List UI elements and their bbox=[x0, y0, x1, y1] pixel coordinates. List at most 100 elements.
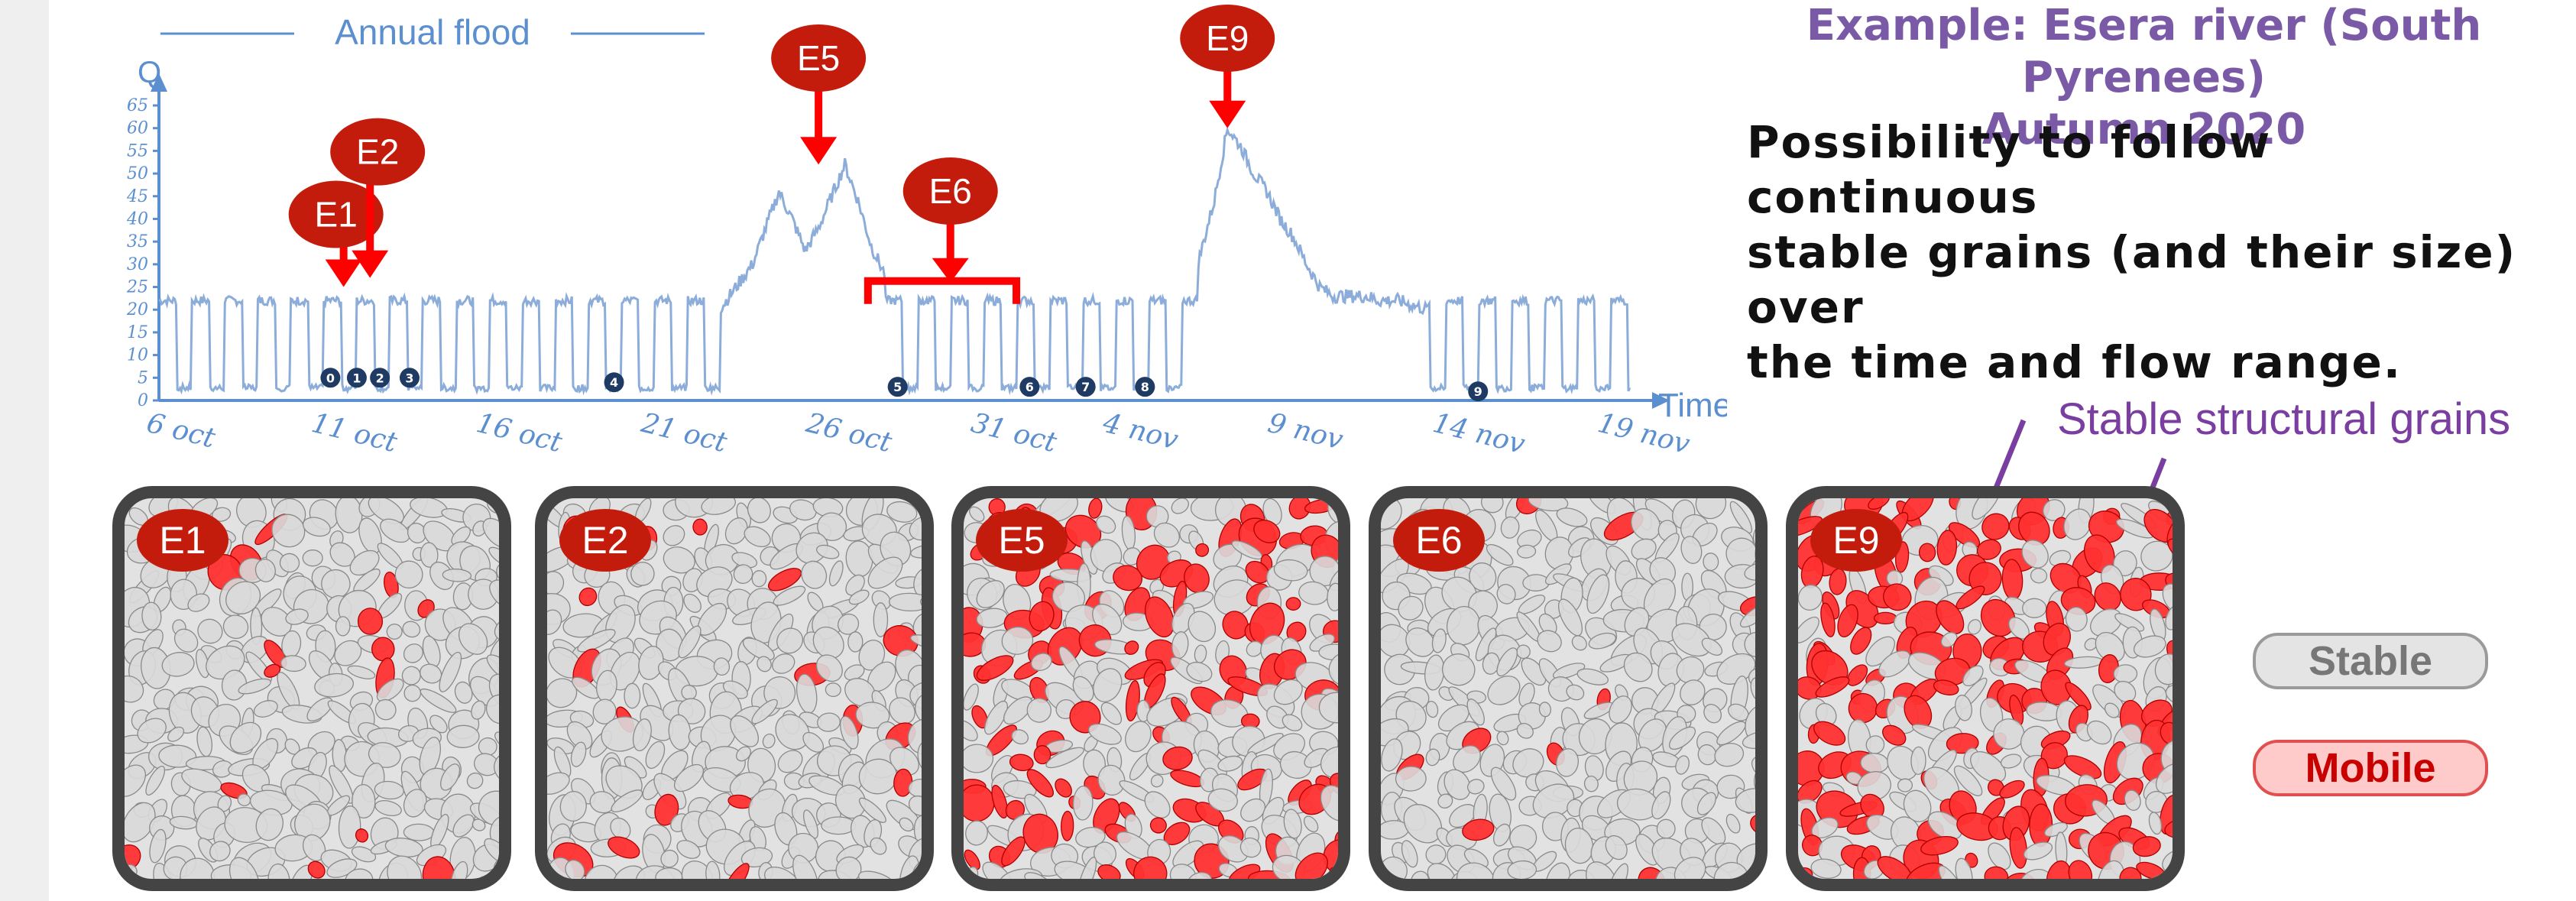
stable-grain bbox=[858, 797, 886, 823]
stable-grain bbox=[1207, 788, 1238, 812]
title-line-2: Autumn 2020 bbox=[1981, 105, 2306, 154]
stable-grain bbox=[964, 866, 979, 879]
stable-grain bbox=[1444, 769, 1471, 800]
stable-grain bbox=[2022, 598, 2047, 618]
stable-grain bbox=[2133, 635, 2166, 658]
mobile-grain bbox=[1329, 867, 1338, 879]
stable-grain bbox=[1381, 624, 1411, 658]
stable-grain bbox=[1651, 791, 1671, 820]
stable-grain bbox=[547, 571, 565, 595]
mobile-grain bbox=[307, 860, 326, 879]
stable-grain bbox=[458, 623, 488, 655]
stable-grain bbox=[351, 846, 377, 863]
stable-grain bbox=[1087, 723, 1122, 745]
stable-grain bbox=[1798, 584, 1823, 611]
stable-grain bbox=[1517, 544, 1537, 559]
stable-grain bbox=[494, 731, 499, 755]
stable-grain bbox=[1096, 515, 1116, 534]
stable-grain bbox=[730, 715, 760, 747]
mobile-grain bbox=[1936, 530, 1958, 566]
stable-grain bbox=[267, 863, 290, 879]
stable-grain bbox=[2104, 702, 2120, 718]
sample-point bbox=[1468, 381, 1489, 402]
stable-grain bbox=[2114, 680, 2137, 703]
stable-grain bbox=[845, 574, 865, 596]
stable-grain bbox=[1938, 865, 1965, 879]
stable-grain bbox=[1001, 626, 1034, 655]
stable-grain bbox=[440, 763, 461, 791]
stable-grain bbox=[733, 564, 753, 585]
grain-panel-e6: E6 bbox=[1369, 486, 1768, 891]
stable-grain bbox=[1716, 721, 1746, 746]
stable-grain bbox=[1150, 774, 1164, 788]
grain-map-e2 bbox=[547, 498, 922, 879]
sample-point-label: 3 bbox=[405, 371, 413, 385]
stable-grain bbox=[1425, 700, 1439, 718]
stable-grain bbox=[815, 654, 843, 682]
left-margin-strip bbox=[0, 0, 49, 901]
stable-grain bbox=[1725, 813, 1741, 834]
stable-grain bbox=[167, 726, 185, 742]
stable-grain bbox=[2065, 606, 2088, 632]
stable-grain bbox=[899, 817, 914, 832]
stable-grain bbox=[125, 864, 138, 879]
stable-grain bbox=[489, 579, 499, 612]
stable-grain bbox=[451, 526, 471, 546]
stable-grain bbox=[570, 741, 587, 767]
event-marker bbox=[288, 180, 384, 248]
mobile-grain bbox=[1815, 676, 1850, 698]
stable-grain bbox=[681, 685, 697, 701]
stable-grain bbox=[1955, 695, 1972, 721]
mobile-grain bbox=[2094, 582, 2121, 611]
mobile-grain bbox=[1980, 598, 2016, 637]
stable-grain bbox=[2124, 789, 2141, 811]
stable-grain bbox=[1318, 692, 1338, 724]
stable-grain bbox=[446, 724, 480, 748]
mobile-grain bbox=[1868, 498, 1890, 510]
stable-grain bbox=[1910, 746, 1926, 776]
stable-grain bbox=[1752, 523, 1755, 549]
stable-grain bbox=[1217, 755, 1243, 772]
stable-grain bbox=[374, 799, 402, 817]
stable-grain bbox=[237, 793, 251, 807]
stable-grain bbox=[1742, 868, 1755, 879]
stable-grain bbox=[1492, 823, 1512, 847]
stable-grain bbox=[1586, 574, 1610, 614]
stable-grain bbox=[1583, 775, 1599, 792]
chart-title: Annual flood bbox=[335, 12, 530, 52]
mobile-grain bbox=[357, 608, 384, 635]
y-tick-label: 45 bbox=[126, 187, 148, 206]
stable-grain bbox=[302, 834, 326, 862]
event-arrow-head bbox=[800, 137, 838, 165]
stable-grain bbox=[835, 856, 862, 879]
mobile-grain bbox=[2167, 538, 2173, 564]
stable-grain bbox=[610, 817, 631, 840]
stable-grain bbox=[1144, 791, 1171, 818]
mobile-grain bbox=[2009, 827, 2028, 869]
stable-grain bbox=[1507, 860, 1537, 879]
stable-grain bbox=[1522, 574, 1550, 591]
mobile-grain bbox=[1873, 611, 1897, 625]
stable-grain bbox=[764, 866, 801, 879]
stable-grain bbox=[1496, 731, 1509, 746]
stable-grain bbox=[2148, 812, 2163, 835]
stable-grain bbox=[1736, 842, 1755, 876]
mobile-grain bbox=[1877, 856, 1912, 879]
mobile-grain bbox=[1026, 769, 1054, 798]
stable-grain bbox=[1972, 498, 2001, 520]
mobile-grain bbox=[964, 784, 995, 822]
stable-grain bbox=[742, 637, 775, 661]
stable-grain bbox=[1100, 702, 1123, 725]
stable-grain bbox=[271, 514, 306, 548]
stable-grain bbox=[1967, 619, 1981, 635]
stable-grain bbox=[886, 501, 918, 523]
stable-grain bbox=[1240, 798, 1266, 822]
stable-grain bbox=[847, 631, 864, 653]
stable-grain bbox=[812, 626, 844, 660]
stable-grain bbox=[889, 697, 915, 725]
stable-grain bbox=[1703, 553, 1719, 572]
stable-grain bbox=[630, 562, 655, 586]
stable-grain bbox=[1431, 628, 1447, 653]
stable-grain bbox=[1609, 695, 1632, 724]
